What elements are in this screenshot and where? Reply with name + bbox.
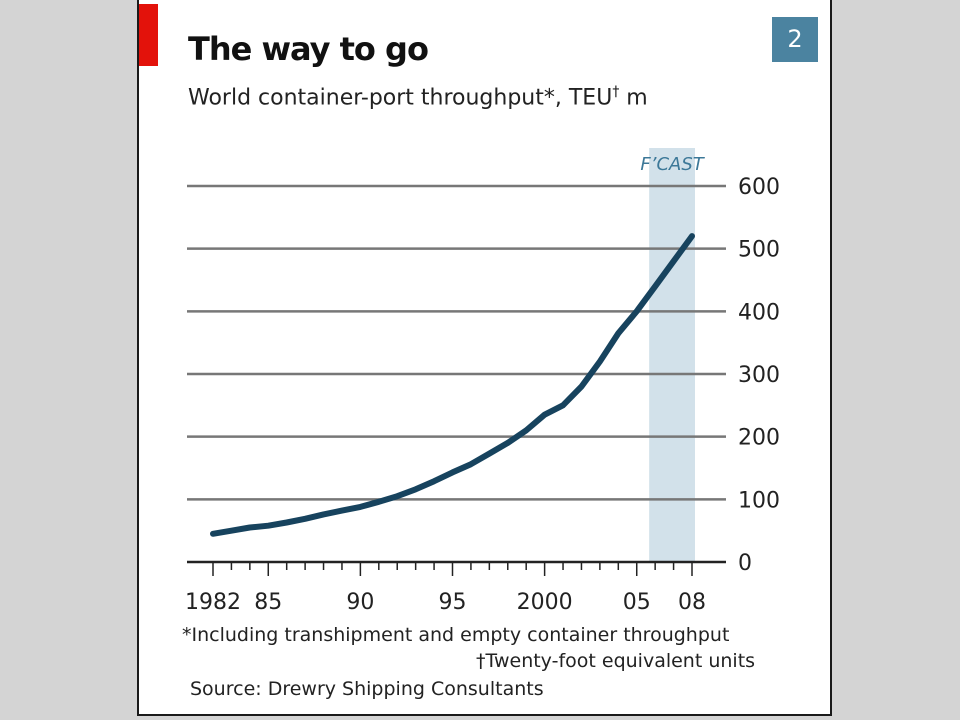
x-tick-label: 08	[678, 590, 706, 615]
chart-subtitle: World container-port throughput*, TEU† m	[188, 84, 648, 110]
y-tick-label: 600	[738, 175, 780, 200]
forecast-label: F’CAST	[640, 154, 705, 175]
x-tick-label: 95	[439, 590, 467, 615]
chart-panel	[137, 0, 832, 716]
red-tag-marker	[139, 4, 158, 66]
y-tick-label: 400	[738, 300, 780, 325]
series-line	[210, 233, 695, 537]
forecast-band	[649, 148, 695, 562]
x-tick-label: 85	[254, 590, 282, 615]
y-tick-label: 500	[738, 238, 780, 263]
y-tick-label: 300	[738, 363, 780, 388]
x-tick-label: 1982	[185, 590, 241, 615]
subtitle-dagger: †	[612, 84, 620, 100]
source-note: Source: Drewry Shipping Consultants	[190, 678, 544, 700]
y-tick-label: 0	[738, 551, 752, 576]
footnote-transhipment: *Including transhipment and empty contai…	[182, 624, 730, 646]
x-tick-label: 05	[623, 590, 651, 615]
chart-title: The way to go	[188, 30, 429, 68]
x-tick-label: 90	[346, 590, 374, 615]
subtitle-main: World container-port throughput*, TEU	[188, 85, 613, 111]
footnote-teu: †Twenty-foot equivalent units	[476, 650, 756, 672]
x-tick-label: 2000	[517, 590, 573, 615]
y-tick-label: 200	[738, 426, 780, 451]
chart-number-badge: 2	[772, 17, 818, 62]
y-tick-label: 100	[738, 488, 780, 513]
subtitle-unit: m	[619, 85, 648, 111]
